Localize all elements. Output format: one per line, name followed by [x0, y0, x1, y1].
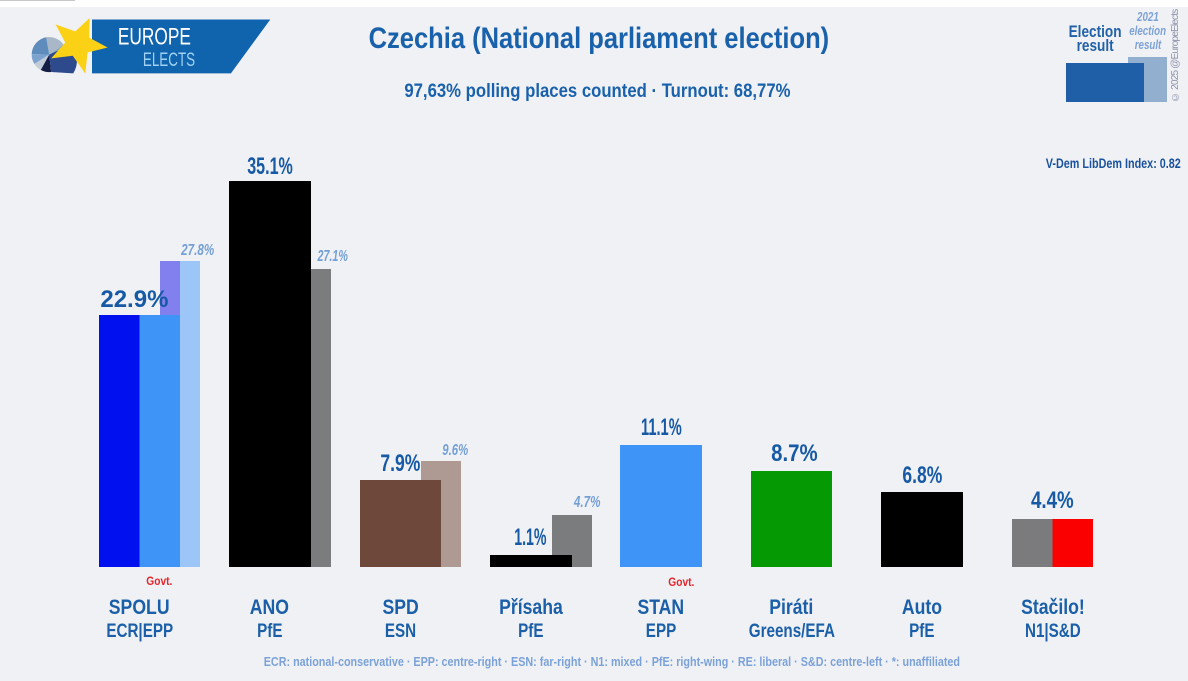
svg-text:ELECTS: ELECTS — [143, 50, 195, 71]
svg-text:EUROPE: EUROPE — [118, 23, 191, 50]
